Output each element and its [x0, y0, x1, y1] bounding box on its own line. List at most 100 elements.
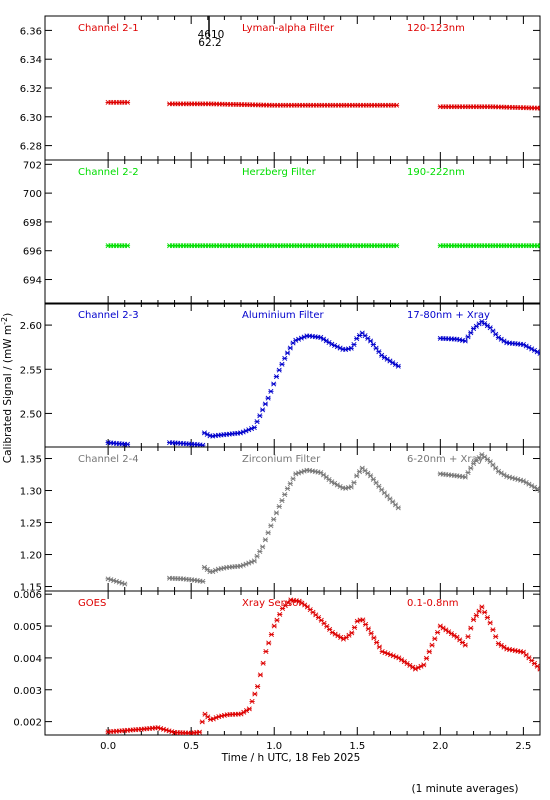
channel-2-4-ytick-label: 1.15 [20, 583, 42, 594]
channel-2-1-channel-label: Channel 2-1 [78, 23, 139, 34]
x-tick-label: 0.5 [183, 741, 199, 752]
goes-data-point [365, 626, 371, 632]
channel-2-3-data-point [260, 407, 266, 413]
goes-data-point [268, 632, 275, 638]
x-tick-label: 1.0 [266, 741, 282, 752]
channel-2-4-data-point [251, 558, 257, 564]
goes-data-point [374, 639, 380, 645]
channel-2-4-band-label: 6-20nm + Xray [407, 454, 484, 465]
channel-2-3-data-point [279, 361, 285, 367]
goes-data-point [271, 623, 277, 629]
goes-data-point [473, 612, 479, 618]
panel-channel-2-3: 2.50 2.55 2.60 Channel 2-3 Aluminium Filter 1… [20, 302, 541, 448]
goes-data-point [429, 642, 435, 648]
channel-2-1-ytick-label: 6.32 [20, 84, 42, 95]
goes-ytick-label: 0.006 [13, 590, 42, 601]
channel-2-1-ytick-label: 6.30 [20, 113, 42, 124]
goes-data-point [349, 630, 355, 636]
channel-2-4-data-point [487, 459, 493, 465]
goes-data-point [263, 649, 269, 655]
channel-2-3-filter-label: Aluminium Filter [242, 310, 325, 321]
goes-data-point [257, 672, 263, 678]
goes-ytick-label: 0.002 [13, 718, 42, 729]
channel-2-3-data-point [487, 325, 493, 331]
channel-2-3-data-point [265, 395, 271, 401]
goes-ytick-label: 0.005 [13, 622, 42, 633]
channel-2-4-ytick-label: 1.30 [20, 487, 42, 498]
channel-2-3-data-point [395, 363, 401, 369]
channel-2-3-data-point [465, 334, 471, 340]
channel-2-2-band-label: 190-222nm [407, 167, 465, 178]
channel-2-3-data-point [379, 352, 385, 358]
goes-data-point [376, 644, 383, 650]
channel-2-4-frame [44, 446, 541, 592]
channel-2-4-data-point [122, 581, 128, 587]
goes-frame [44, 590, 541, 736]
channel-2-4-data-point [276, 504, 282, 510]
panel-goes: 0.002 0.003 0.004 0.005 0.006 0.0 0.5 1.0 1.5 2.0… [13, 590, 541, 752]
goes-data-point [196, 729, 203, 735]
goes-data-point [368, 630, 374, 636]
goes-data-point [490, 627, 496, 633]
goes-data-point [479, 604, 485, 610]
channel-2-4-data-point [537, 488, 540, 494]
channel-2-4-data-point [273, 510, 280, 516]
goes-data-point [484, 615, 490, 621]
channel-2-3-data-point [287, 345, 293, 351]
y-axis-title-superscript: -2 [0, 317, 9, 325]
channel-2-3-data-point [284, 350, 291, 356]
y-axis-title-text: Calibrated Signal / (mW m [2, 325, 14, 463]
goes-data-point [468, 625, 474, 631]
channel-2-4-data-point [468, 465, 474, 471]
channel-2-4-filter-label: Zirconium Filter [242, 454, 321, 465]
channel-2-1-filter-label: Lyman-alpha Filter [242, 23, 335, 34]
goes-data-point [252, 691, 258, 697]
channel-2-4-data-point [257, 549, 263, 555]
channel-2-2-ytick-label: 698 [23, 218, 42, 229]
goes-data-point [476, 608, 482, 614]
channel-2-4-data-point [354, 473, 360, 479]
goes-channel-label: GOES [78, 598, 106, 609]
channel-2-3-channel-label: Channel 2-3 [78, 310, 139, 321]
channel-2-4-data-point [200, 578, 206, 584]
channel-2-3-band-label: 17-80nm + Xray [407, 310, 490, 321]
channel-2-3-data-point [268, 388, 274, 394]
channel-2-3-ytick-label: 2.55 [20, 365, 42, 376]
goes-data-point [277, 611, 283, 617]
channel-2-1-data-point [537, 105, 540, 111]
x-tick-label: 2.5 [515, 741, 531, 752]
goes-filter-label: Xray Sensor [242, 598, 303, 609]
channel-2-3-data-point [351, 342, 357, 348]
channel-2-4-data-point [271, 516, 277, 522]
goes-data-point [360, 617, 366, 623]
channel-2-4-data-point [290, 476, 296, 482]
time-marker-value-top: 4610 [198, 29, 225, 41]
goes-data-point [249, 698, 255, 704]
channel-2-3-data-point [482, 321, 488, 327]
x-tick-label: 1.5 [349, 741, 365, 752]
goes-data [105, 597, 540, 735]
channel-2-3-data-point [348, 345, 354, 351]
channel-2-1-band-label: 120-123nm [407, 23, 465, 34]
channel-2-2-ytick-label: 696 [23, 247, 42, 258]
channel-2-4-data-point [493, 465, 499, 471]
channel-2-3-data-point [537, 350, 540, 356]
channel-2-2-frame [44, 159, 541, 305]
channel-2-4-ytick-label: 1.20 [20, 551, 42, 562]
channel-2-2-ytick-label: 702 [23, 160, 42, 171]
goes-data-point [462, 642, 468, 648]
channel-2-4-data-point [356, 469, 363, 475]
panel-channel-2-4: 1.15 1.20 1.25 1.30 1.35 Channel 2-4 Zirconium… [20, 446, 541, 594]
time-marker-value-bottom: 62.2 [198, 37, 221, 49]
channel-2-4-data-point [260, 544, 266, 550]
channel-2-4-data-point [262, 537, 268, 543]
channel-2-3-data-point [273, 374, 280, 380]
channel-2-1-data [105, 99, 540, 111]
channel-2-3-data-point [354, 336, 360, 342]
channel-2-3-ytick-label: 2.50 [20, 409, 42, 420]
channel-2-3-data-point [468, 330, 474, 336]
channel-2-3-data-point [370, 342, 376, 348]
channel-2-4-data-point [268, 523, 274, 529]
channel-2-3-frame [44, 302, 541, 448]
